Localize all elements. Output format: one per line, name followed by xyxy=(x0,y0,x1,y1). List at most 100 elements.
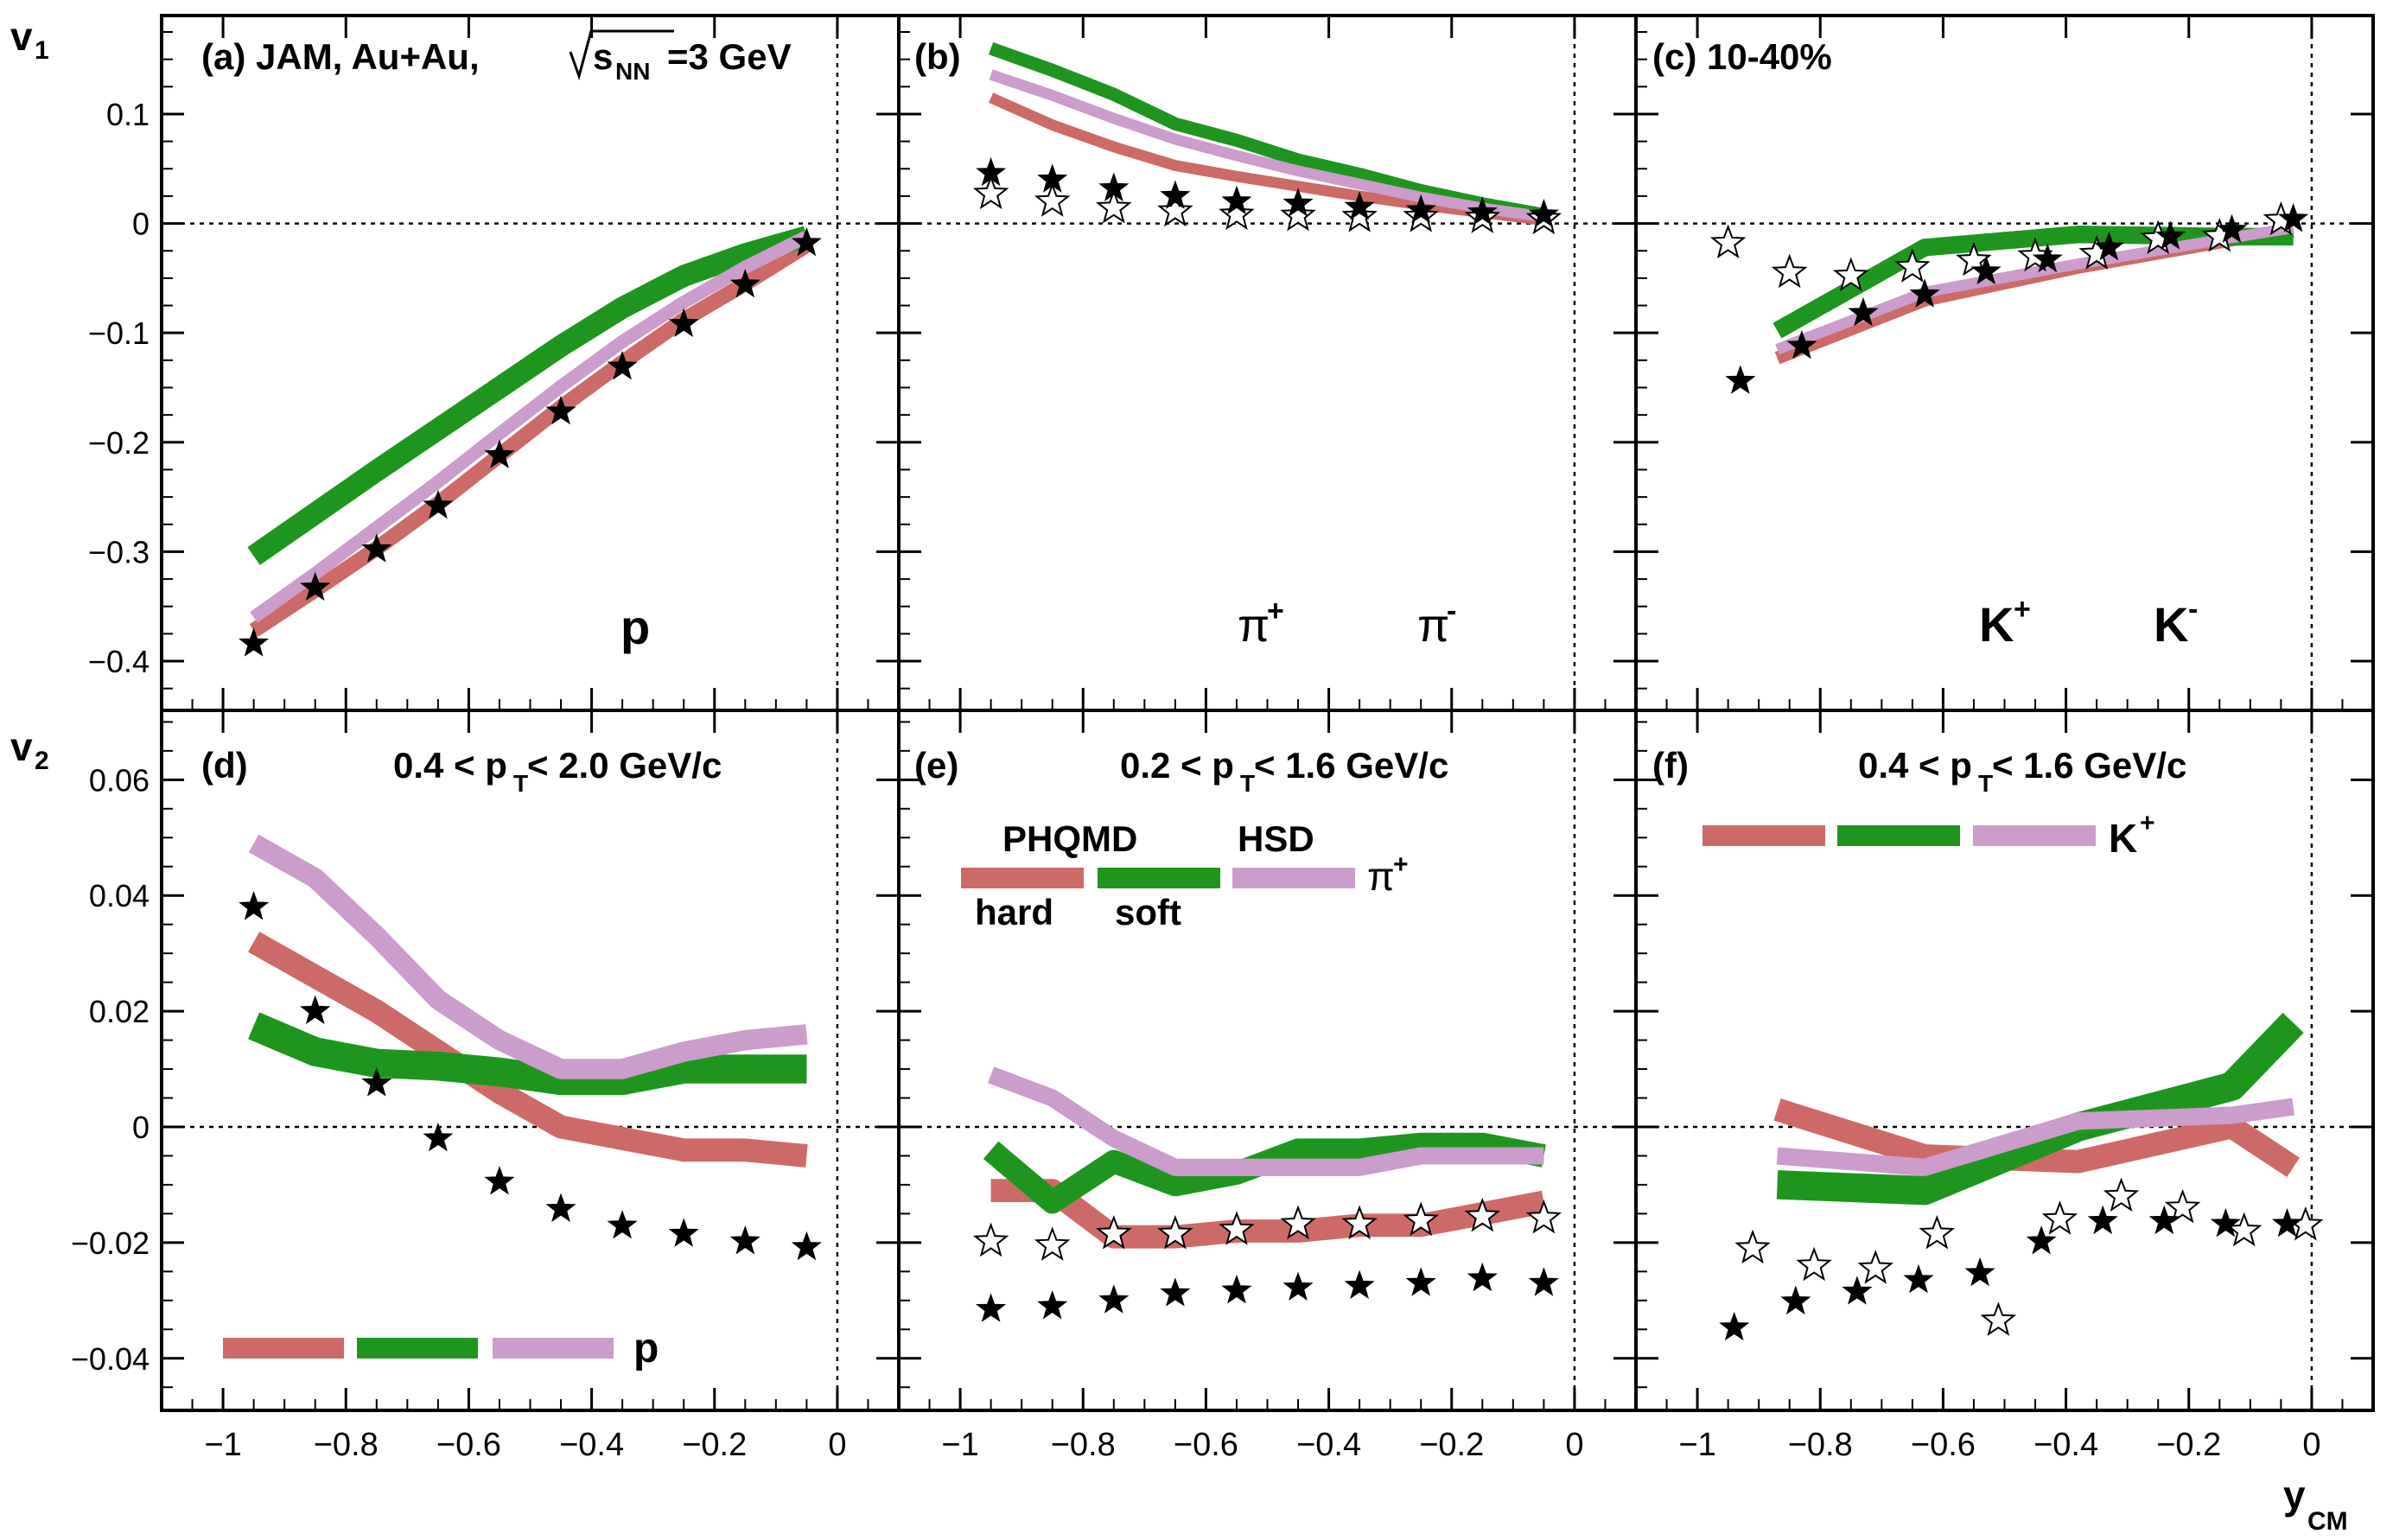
filled-star-marker-c xyxy=(1725,365,1756,394)
filled-star-marker-e xyxy=(976,1293,1007,1322)
x-tick-label: −0.6 xyxy=(1911,1427,1976,1463)
filled-star-marker-e xyxy=(1160,1277,1191,1307)
panel-e-pt-sub: T xyxy=(1240,770,1255,797)
filled-star-marker-b xyxy=(1160,180,1191,209)
open-star-marker-b xyxy=(1157,192,1193,227)
y-tick-label: 0.02 xyxy=(89,994,150,1029)
filled-star-marker-d xyxy=(607,1210,638,1239)
panel-a: 0.1 0 −0.1 −0.2 −0.3 −0.4 xyxy=(88,14,901,712)
panel-d: −1 −0.8 −0.6 −0.4 −0.2 0 0.06 0.04 0.02 0 −0.02 −0.… xyxy=(71,709,901,1463)
panel-d-pt-post: < 2.0 GeV/c xyxy=(527,745,722,786)
x-tick-label: −0.8 xyxy=(1051,1427,1116,1463)
panel-d-label: (d) xyxy=(201,745,248,786)
x-tick-label: −0.4 xyxy=(2033,1427,2098,1463)
filled-star-marker-c xyxy=(2154,220,2186,250)
filled-star-marker-a xyxy=(361,533,392,563)
filled-star-marker-b xyxy=(1037,163,1068,193)
filled-star-marker-f xyxy=(1780,1285,1811,1315)
panel-c-neg-label: K xyxy=(2154,597,2188,652)
panel-c xyxy=(1634,14,2375,712)
y-tick-label: 0.04 xyxy=(89,878,150,913)
open-star-marker-f xyxy=(1919,1214,1956,1250)
band-b-hard xyxy=(989,92,1545,226)
filled-star-marker-b xyxy=(976,156,1007,187)
y-tick-label: −0.02 xyxy=(71,1225,150,1261)
open-star-marker-f xyxy=(2164,1188,2201,1224)
filled-star-marker-f xyxy=(1719,1311,1750,1341)
filled-star-marker-e xyxy=(1344,1270,1375,1299)
panel-a-particle-label: p xyxy=(621,600,650,654)
open-star-marker-e xyxy=(1280,1205,1316,1240)
filled-star-marker-d xyxy=(423,1122,454,1152)
panel-c-pos-sup: + xyxy=(2014,593,2031,626)
x-axis-subscript: CM xyxy=(2307,1507,2348,1536)
panel-b-pos-label: π xyxy=(1238,600,1270,652)
legend-phqmd-label: PHQMD xyxy=(1002,818,1137,859)
legend-e-particle: π xyxy=(1367,854,1395,899)
legend-panel-f: K + xyxy=(1702,809,2155,861)
filled-star-marker-c xyxy=(1786,329,1817,360)
legend-f-particle-sup: + xyxy=(2140,809,2155,837)
x-tick-label: −0.8 xyxy=(314,1427,379,1463)
filled-star-marker-f xyxy=(2087,1205,2118,1235)
filled-star-marker-e xyxy=(1528,1267,1559,1296)
open-star-marker-e xyxy=(1403,1201,1440,1237)
band-e-hsd xyxy=(988,1066,1544,1176)
panel-b-pos-sup: + xyxy=(1267,595,1284,627)
filled-star-marker-d xyxy=(361,1067,392,1097)
panel-f-pt-sub: T xyxy=(1978,770,1993,797)
x-axis-label: y xyxy=(2283,1473,2306,1518)
panel-a-header: (a) JAM, Au+Au, s NN =3 GeV xyxy=(201,29,792,85)
filled-star-marker-f xyxy=(2271,1207,2303,1238)
open-star-marker-e xyxy=(972,1222,1009,1257)
v2-axis-subscript: 2 xyxy=(35,747,49,775)
band-a-soft xyxy=(247,226,810,565)
filled-star-marker-c xyxy=(2278,203,2309,232)
y-tick-label: −0.1 xyxy=(88,315,150,351)
band-c-hsd xyxy=(1775,222,2294,355)
panel-e-pt-post: < 1.6 GeV/c xyxy=(1254,745,1448,786)
filled-star-marker-d xyxy=(545,1193,576,1222)
open-star-marker-b xyxy=(1341,198,1378,232)
open-star-marker-f xyxy=(1857,1250,1894,1284)
v2-axis-label: v xyxy=(10,724,33,769)
x-tick-label: −0.4 xyxy=(559,1427,624,1463)
band-b-hsd xyxy=(989,69,1545,223)
open-star-marker-e xyxy=(1341,1205,1378,1240)
y-tick-label: −0.2 xyxy=(88,425,150,461)
panel-f-pt-post: < 1.6 GeV/c xyxy=(1992,745,2186,786)
x-tick-label: −0.6 xyxy=(436,1427,501,1463)
y-tick-label: −0.4 xyxy=(88,644,150,679)
open-star-marker-f xyxy=(1734,1229,1771,1264)
filled-star-marker-a xyxy=(484,439,515,468)
band-a-hsd xyxy=(250,230,810,623)
x-tick-label: −0.6 xyxy=(1174,1427,1238,1463)
filled-star-marker-e xyxy=(1405,1267,1436,1296)
panel-b-neg-sup: - xyxy=(1447,595,1456,627)
filled-star-marker-a xyxy=(729,269,761,298)
legend-soft-swatch xyxy=(1098,868,1220,888)
filled-star-marker-f xyxy=(1842,1276,1873,1305)
open-star-marker-f xyxy=(1796,1246,1832,1282)
legend-e-particle-sup: + xyxy=(1393,850,1409,879)
panel-f-label: (f) xyxy=(1652,745,1689,786)
v1-axis-subscript: 1 xyxy=(35,36,49,65)
x-tick-label: 0 xyxy=(828,1427,846,1463)
filled-star-marker-b xyxy=(1405,194,1436,224)
legend-f-particle: K xyxy=(2109,816,2137,861)
band-d-soft xyxy=(248,1012,807,1096)
sqrt-s-subscript: NN xyxy=(615,58,650,85)
open-star-marker-e xyxy=(1219,1211,1255,1245)
panel-f: −1 −0.8 −0.6 −0.4 −0.2 0 xyxy=(1634,709,2375,1463)
filled-star-marker-e xyxy=(1467,1262,1498,1292)
filled-star-marker-f xyxy=(1964,1257,1995,1287)
filled-star-marker-c xyxy=(1970,255,2002,285)
x-tick-label: −0.2 xyxy=(1419,1427,1484,1463)
filled-star-marker-d xyxy=(239,891,270,920)
band-e-hard xyxy=(990,1179,1546,1249)
filled-star-marker-a xyxy=(791,226,822,257)
legend-d-soft-swatch xyxy=(357,1338,478,1359)
filled-star-marker-e xyxy=(1098,1284,1130,1314)
x-tick-label: −0.2 xyxy=(682,1427,747,1463)
